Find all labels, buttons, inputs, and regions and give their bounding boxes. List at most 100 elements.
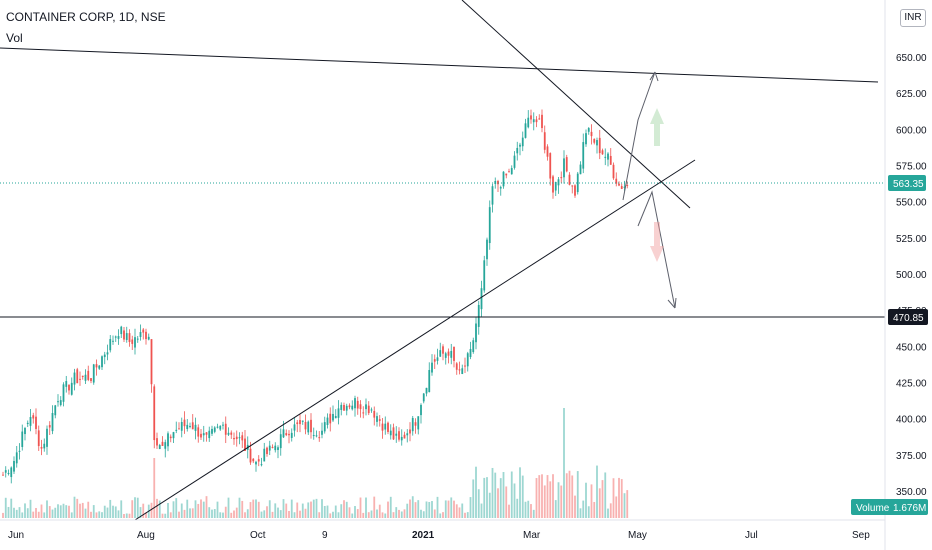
- volume-bar: [469, 497, 472, 518]
- volume-bar: [277, 507, 279, 518]
- faded-down-arrow: [650, 222, 664, 262]
- candle-body: [54, 405, 57, 416]
- volume-bar: [68, 505, 70, 518]
- candle-body: [505, 173, 508, 176]
- candle-body: [70, 382, 73, 395]
- candle-body: [101, 356, 103, 368]
- candle-body: [480, 288, 483, 310]
- volume-bar: [142, 503, 145, 518]
- candle-body: [90, 378, 92, 382]
- volume-bar: [521, 475, 524, 518]
- candle-body: [51, 413, 54, 432]
- candle-body: [425, 387, 428, 394]
- volume-indicator-label: Vol: [6, 31, 23, 45]
- candle-body: [134, 337, 136, 348]
- volume-bar: [205, 496, 208, 518]
- candle-body: [10, 467, 13, 478]
- candle-body: [365, 404, 367, 410]
- volume-bar: [532, 509, 535, 518]
- volume-bar: [323, 505, 326, 518]
- volume-bar: [612, 478, 615, 518]
- volume-bar: [615, 496, 618, 518]
- volume-bar: [208, 507, 211, 518]
- candle-body: [57, 401, 59, 403]
- candle-body: [114, 336, 117, 338]
- candle-body: [29, 416, 32, 426]
- candle-body: [81, 375, 84, 377]
- candle-body: [359, 404, 362, 410]
- descending-trendline: [461, 0, 691, 209]
- candle-body: [233, 438, 235, 440]
- volume-bar: [400, 511, 403, 518]
- volume-bar: [458, 507, 461, 518]
- candle-body: [334, 416, 337, 419]
- candle-body: [263, 448, 266, 462]
- volume-bar: [373, 496, 376, 518]
- candle-body: [563, 158, 565, 178]
- candle-body: [156, 438, 158, 446]
- volume-bar: [216, 501, 219, 518]
- volume-bar: [15, 509, 18, 518]
- time-tick-label: May: [628, 530, 647, 541]
- candle-body: [436, 357, 439, 361]
- candle-body: [626, 185, 629, 187]
- volume-bar: [442, 512, 444, 518]
- volume-bar: [191, 508, 194, 518]
- candle-body: [216, 426, 219, 428]
- volume-bar: [73, 496, 76, 518]
- volume-bar: [131, 500, 134, 518]
- candle-body: [87, 370, 90, 380]
- candle-body: [582, 142, 585, 169]
- price-axis: 350.00375.00400.00425.00450.00475.00500.…: [896, 53, 927, 498]
- volume-bar: [431, 501, 433, 518]
- volume-bar: [436, 496, 439, 518]
- candle-body: [541, 114, 543, 129]
- candle-body: [62, 384, 65, 402]
- candle-body: [370, 409, 373, 411]
- volume-bar: [101, 512, 103, 518]
- volume-bar: [189, 508, 191, 518]
- volume-bar: [87, 501, 90, 518]
- candle-body: [106, 352, 109, 355]
- candle-body: [230, 432, 233, 435]
- candle-body: [552, 176, 554, 193]
- candle-body: [304, 421, 307, 430]
- volume-bar: [43, 512, 46, 518]
- candle-body: [414, 422, 417, 426]
- candle-body: [266, 447, 268, 455]
- volume-bar: [568, 470, 571, 518]
- volume-bar: [235, 507, 238, 518]
- volume-bar: [552, 474, 554, 518]
- candle-body: [296, 422, 299, 425]
- volume-bar: [293, 512, 296, 518]
- price-tick-label: 550.00: [896, 198, 927, 209]
- volume-bar: [296, 502, 299, 518]
- candle-body: [601, 150, 604, 155]
- candle-body: [84, 374, 87, 381]
- candle-body: [574, 185, 576, 196]
- volume-bar: [389, 496, 392, 518]
- candle-body: [112, 340, 114, 342]
- volume-bar: [543, 485, 546, 518]
- candle-body: [150, 339, 153, 385]
- volume-bar: [241, 500, 244, 518]
- candle-body: [48, 425, 51, 428]
- volume-bar: [420, 509, 422, 518]
- volume-bar: [576, 471, 579, 518]
- volume-bar: [2, 512, 4, 518]
- candle-body: [593, 138, 596, 143]
- volume-bar: [37, 511, 40, 518]
- chart-title: CONTAINER CORP, 1D, NSE: [6, 10, 166, 24]
- candle-body: [469, 348, 472, 358]
- candle-body: [211, 428, 213, 434]
- volume-bar: [428, 501, 431, 518]
- candle-body: [464, 365, 466, 367]
- candle-body: [277, 447, 279, 450]
- volume-bar: [128, 513, 131, 518]
- candle-body: [186, 424, 189, 429]
- candle-body: [530, 115, 532, 120]
- volume-bar: [461, 503, 464, 518]
- currency-button[interactable]: INR: [900, 9, 926, 27]
- candle-body: [431, 362, 433, 373]
